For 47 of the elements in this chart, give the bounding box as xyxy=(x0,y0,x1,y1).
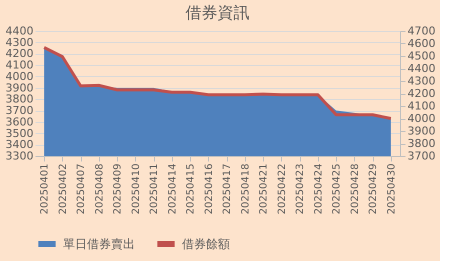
x-tick-label: 20250415 xyxy=(186,164,197,214)
y2-tick-label: 4700 xyxy=(408,24,436,38)
x-tick-label: 20250416 xyxy=(204,164,215,214)
y-tick-label: 4400 xyxy=(6,24,34,38)
y-tick-label: 4200 xyxy=(6,47,34,60)
y2-tick-label: 4400 xyxy=(408,62,436,75)
y2-tick-label: 4600 xyxy=(408,37,436,50)
x-tick-label: 20250401 xyxy=(40,164,51,214)
y-tick-label: 3900 xyxy=(6,81,34,94)
x-tick-label: 20250429 xyxy=(368,164,380,214)
x-tick-label: 20250430 xyxy=(386,164,398,214)
y-tick-label: 3500 xyxy=(6,126,34,140)
x-tick-label: 20250409 xyxy=(112,164,124,214)
y2-tick-label: 3800 xyxy=(408,137,436,150)
x-tick-label: 20250428 xyxy=(350,164,361,214)
x-tick-label: 20250411 xyxy=(149,164,160,214)
y-tick-label: 3400 xyxy=(6,138,34,152)
y2-tick-label: 4200 xyxy=(408,87,436,100)
y-tick-label: 4000 xyxy=(6,70,34,83)
x-tick-label: 20250402 xyxy=(58,164,69,214)
y-tick-label: 4100 xyxy=(6,58,34,72)
legend-label: 借券餘額 xyxy=(182,237,230,251)
x-tick-label: 20250422 xyxy=(276,164,288,214)
x-tick-label: 20250410 xyxy=(130,164,142,214)
y2-tick-label: 3700 xyxy=(408,150,436,162)
x-tick-label: 20250407 xyxy=(76,164,88,214)
x-tick-label: 20250423 xyxy=(295,164,306,214)
y-tick-label: 4300 xyxy=(6,36,34,49)
y2-tick-label: 3900 xyxy=(408,124,436,138)
y-tick-label: 3800 xyxy=(6,92,34,106)
y2-tick-label: 4100 xyxy=(408,100,436,112)
x-tick-label: 20250424 xyxy=(313,164,324,214)
line-series xyxy=(42,46,392,120)
chart-title: 借券資訊 xyxy=(186,3,250,22)
x-tick-label: 20250408 xyxy=(94,164,106,214)
y2-tick-label: 4300 xyxy=(408,74,436,88)
y-tick-label: 3600 xyxy=(6,115,34,128)
y-tick-label: 3700 xyxy=(6,104,34,118)
legend-label: 單日借券賣出 xyxy=(63,237,135,251)
x-tick-label: 20250417 xyxy=(222,164,234,214)
y2-tick-label: 4000 xyxy=(408,112,436,125)
y2-tick-label: 4500 xyxy=(408,50,436,62)
x-tick-label: 20250418 xyxy=(240,164,252,214)
x-tick-label: 20250414 xyxy=(167,164,178,214)
x-tick-label: 20250421 xyxy=(258,164,270,214)
x-tick-label: 20250425 xyxy=(332,164,343,214)
y-tick-label: 3300 xyxy=(6,150,34,162)
